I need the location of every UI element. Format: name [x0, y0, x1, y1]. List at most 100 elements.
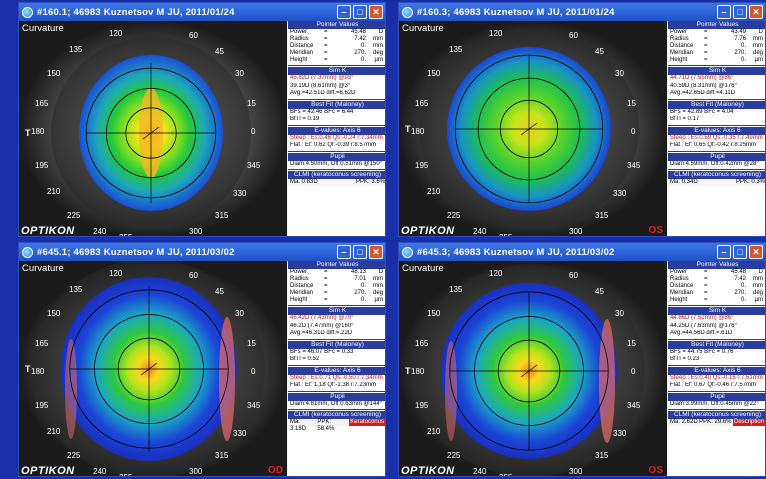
- pointer-key: Radius: [290, 36, 309, 42]
- minimize-icon[interactable]: –: [717, 245, 731, 259]
- section-header: E-values: Axis 6: [668, 126, 765, 135]
- pointer-row: Distance = 0. mm: [668, 43, 765, 50]
- close-icon[interactable]: ✕: [369, 245, 383, 259]
- window-titlebar[interactable]: #160.1; 46983 Kuznetsov M JU, 2011/01/24…: [19, 3, 385, 21]
- window-titlebar[interactable]: #160.3; 46983 Kuznetsov M JU, 2011/01/24…: [399, 3, 765, 21]
- evalue-flat: Flat : Ef: 1.18 Qf:-1.38 r:7.23mm: [290, 382, 377, 388]
- minimize-icon[interactable]: –: [717, 5, 731, 19]
- window-titlebar[interactable]: #645.1; 46983 Kuznetsov M JU, 2011/03/02…: [19, 243, 385, 261]
- meridian-label: 60: [569, 31, 578, 40]
- meridian-label: 255: [119, 473, 132, 476]
- evalues-section: E-values: Axis 6 Steep : Es:0.59 Qs:-0.35…: [668, 126, 765, 152]
- close-icon[interactable]: ✕: [369, 5, 383, 19]
- clmi-section: CLMI (keratoconus screening) Ma: 0.83D PPK…: [288, 171, 385, 186]
- pointer-values-section: Pointer Values Power = 45.48 D Radius = 7.42 mm D…: [668, 261, 765, 306]
- pointer-value: 0.: [360, 283, 366, 289]
- meridian-label: 345: [627, 161, 641, 170]
- curvature-map[interactable]: TCurvature120135150165180195210225240255…: [19, 261, 287, 476]
- pointer-row: Meridian = 270. deg: [288, 50, 385, 57]
- section-header: E-values: Axis 6: [288, 366, 385, 375]
- simk-average: Avg.=46.31D diff.=.22D: [290, 330, 353, 336]
- pointer-key: Distance: [670, 283, 694, 289]
- meridian-label: 30: [615, 309, 624, 318]
- topography-svg: T: [19, 21, 287, 236]
- maximize-icon[interactable]: □: [733, 5, 747, 19]
- window-controls: – □ ✕: [717, 5, 763, 19]
- clmi-values: Ma: 0.83D PPK: 3.6%: [288, 179, 385, 186]
- simk-steep: 45.82D (7.37mm) @93°: [290, 75, 354, 81]
- pointer-row: Height = 0. µm: [288, 57, 385, 64]
- equals-sign: =: [324, 290, 328, 296]
- close-icon[interactable]: ✕: [749, 5, 763, 19]
- curvature-map[interactable]: TCurvature120135150165180195210225240255…: [399, 21, 667, 236]
- clmi-ppk: PPK: 3.6%: [355, 179, 385, 185]
- svg-text:T: T: [405, 124, 411, 134]
- topography-window-4[interactable]: #645.3; 46983 Kuznetsov M JU, 2011/03/02…: [398, 242, 766, 477]
- meridian-label: 45: [595, 287, 604, 296]
- meridian-label: 225: [447, 451, 461, 460]
- window-titlebar[interactable]: #645.3; 46983 Kuznetsov M JU, 2011/03/02…: [399, 243, 765, 261]
- close-icon[interactable]: ✕: [749, 245, 763, 259]
- curvature-map[interactable]: TCurvature120135150165180195210225240255…: [399, 261, 667, 476]
- meridian-label: 120: [489, 29, 503, 38]
- meridian-label: 45: [215, 287, 224, 296]
- topography-window-2[interactable]: #160.3; 46983 Kuznetsov M JU, 2011/01/24…: [398, 2, 766, 237]
- minimize-icon[interactable]: –: [337, 245, 351, 259]
- equals-sign: =: [704, 57, 708, 63]
- maximize-icon[interactable]: □: [353, 5, 367, 19]
- app-icon: [402, 6, 413, 18]
- pointer-row: Height = 0. µm: [668, 57, 765, 64]
- meridian-label: 165: [415, 339, 429, 348]
- meridian-label: 210: [47, 427, 61, 436]
- pointer-unit: deg: [752, 290, 763, 296]
- pointer-unit: mm: [753, 43, 763, 49]
- window-controls: – □ ✕: [717, 245, 763, 259]
- pointer-row: Meridian = 270. deg: [288, 290, 385, 297]
- pointer-key: Distance: [670, 43, 694, 49]
- pointer-key: Meridian: [290, 50, 314, 56]
- best-fit-tilt: BfTl = 0.17: [670, 116, 700, 122]
- pointer-row: Radius = 7.42 mm: [288, 36, 385, 43]
- section-header: Pointer Values: [668, 21, 765, 29]
- meridian-label: 45: [215, 47, 224, 56]
- info-panel: Pointer Values Power = 48.13 D Radius = 7.01 mm D…: [288, 261, 385, 476]
- pointer-row: Power = 45.48 D: [668, 269, 765, 276]
- map-type-label: Curvature: [402, 23, 444, 34]
- minimize-icon[interactable]: –: [337, 5, 351, 19]
- meridian-label: 120: [109, 29, 123, 38]
- meridian-label: 120: [109, 269, 123, 278]
- desktop-background: [0, 0, 18, 479]
- meridian-label: 285: [159, 235, 172, 236]
- equals-sign: =: [324, 36, 328, 42]
- best-fit-line: BFs = 42.46 BFc = 6.44: [290, 108, 354, 115]
- simk-section: Sim K 46.42D (7.43mm) @70° 46.2D (7.47mm) …: [288, 307, 385, 340]
- section-header: Pointer Values: [288, 261, 385, 269]
- section-header: E-values: Axis 6: [288, 126, 385, 135]
- pointer-row: Distance = 0. mm: [668, 283, 765, 290]
- meridian-label: 345: [627, 401, 641, 410]
- window-title: #160.3; 46983 Kuznetsov M JU, 2011/01/24: [417, 6, 615, 18]
- curvature-map[interactable]: TCurvature120135150165180195210225240255…: [19, 21, 287, 236]
- topography-window-1[interactable]: #160.1; 46983 Kuznetsov M JU, 2011/01/24…: [18, 2, 386, 237]
- simk-average: Avg.=44.56D diff.=.61D: [670, 330, 733, 336]
- equals-sign: =: [324, 43, 328, 49]
- meridian-label: 300: [189, 227, 203, 236]
- pointer-value: 0.: [740, 283, 746, 289]
- section-header: E-values: Axis 6: [668, 366, 765, 375]
- pointer-value: 7.42: [734, 276, 746, 282]
- topography-window-3[interactable]: #645.1; 46983 Kuznetsov M JU, 2011/03/02…: [18, 242, 386, 477]
- maximize-icon[interactable]: □: [353, 245, 367, 259]
- simk-steep: 46.42D (7.43mm) @70°: [290, 315, 354, 321]
- maximize-icon[interactable]: □: [733, 245, 747, 259]
- section-header: Sim K: [668, 67, 765, 75]
- pointer-unit: deg: [372, 50, 383, 56]
- meridian-label: 0: [631, 127, 636, 136]
- pointer-key: Radius: [670, 276, 689, 282]
- pointer-row: Meridian = 270. deg: [668, 50, 765, 57]
- pointer-key: Power: [290, 29, 308, 35]
- pointer-unit: D: [758, 29, 763, 35]
- meridian-label: 300: [569, 227, 583, 236]
- pointer-value: 0.: [360, 43, 366, 49]
- meridian-label: 285: [539, 475, 552, 476]
- evalue-steep: Steep : Es:0.59 Qs:-0.35 r:7.49mm: [670, 134, 763, 141]
